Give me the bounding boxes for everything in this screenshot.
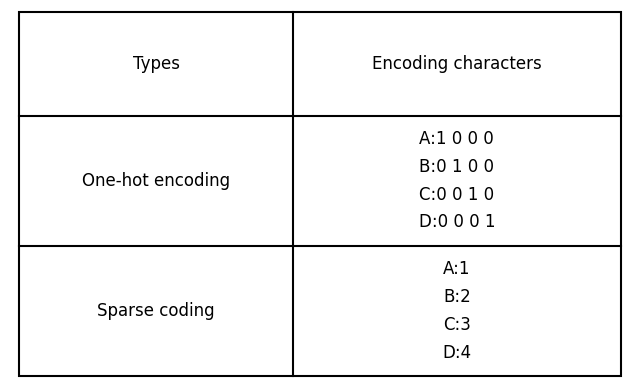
Text: One-hot encoding: One-hot encoding bbox=[82, 171, 230, 190]
Text: Sparse coding: Sparse coding bbox=[97, 302, 215, 320]
Text: Encoding characters: Encoding characters bbox=[372, 55, 541, 73]
Text: A:1
B:2
C:3
D:4: A:1 B:2 C:3 D:4 bbox=[442, 260, 472, 362]
Text: A:1 0 0 0
B:0 1 0 0
C:0 0 1 0
D:0 0 0 1: A:1 0 0 0 B:0 1 0 0 C:0 0 1 0 D:0 0 0 1 bbox=[419, 130, 495, 231]
Text: Types: Types bbox=[132, 55, 180, 73]
